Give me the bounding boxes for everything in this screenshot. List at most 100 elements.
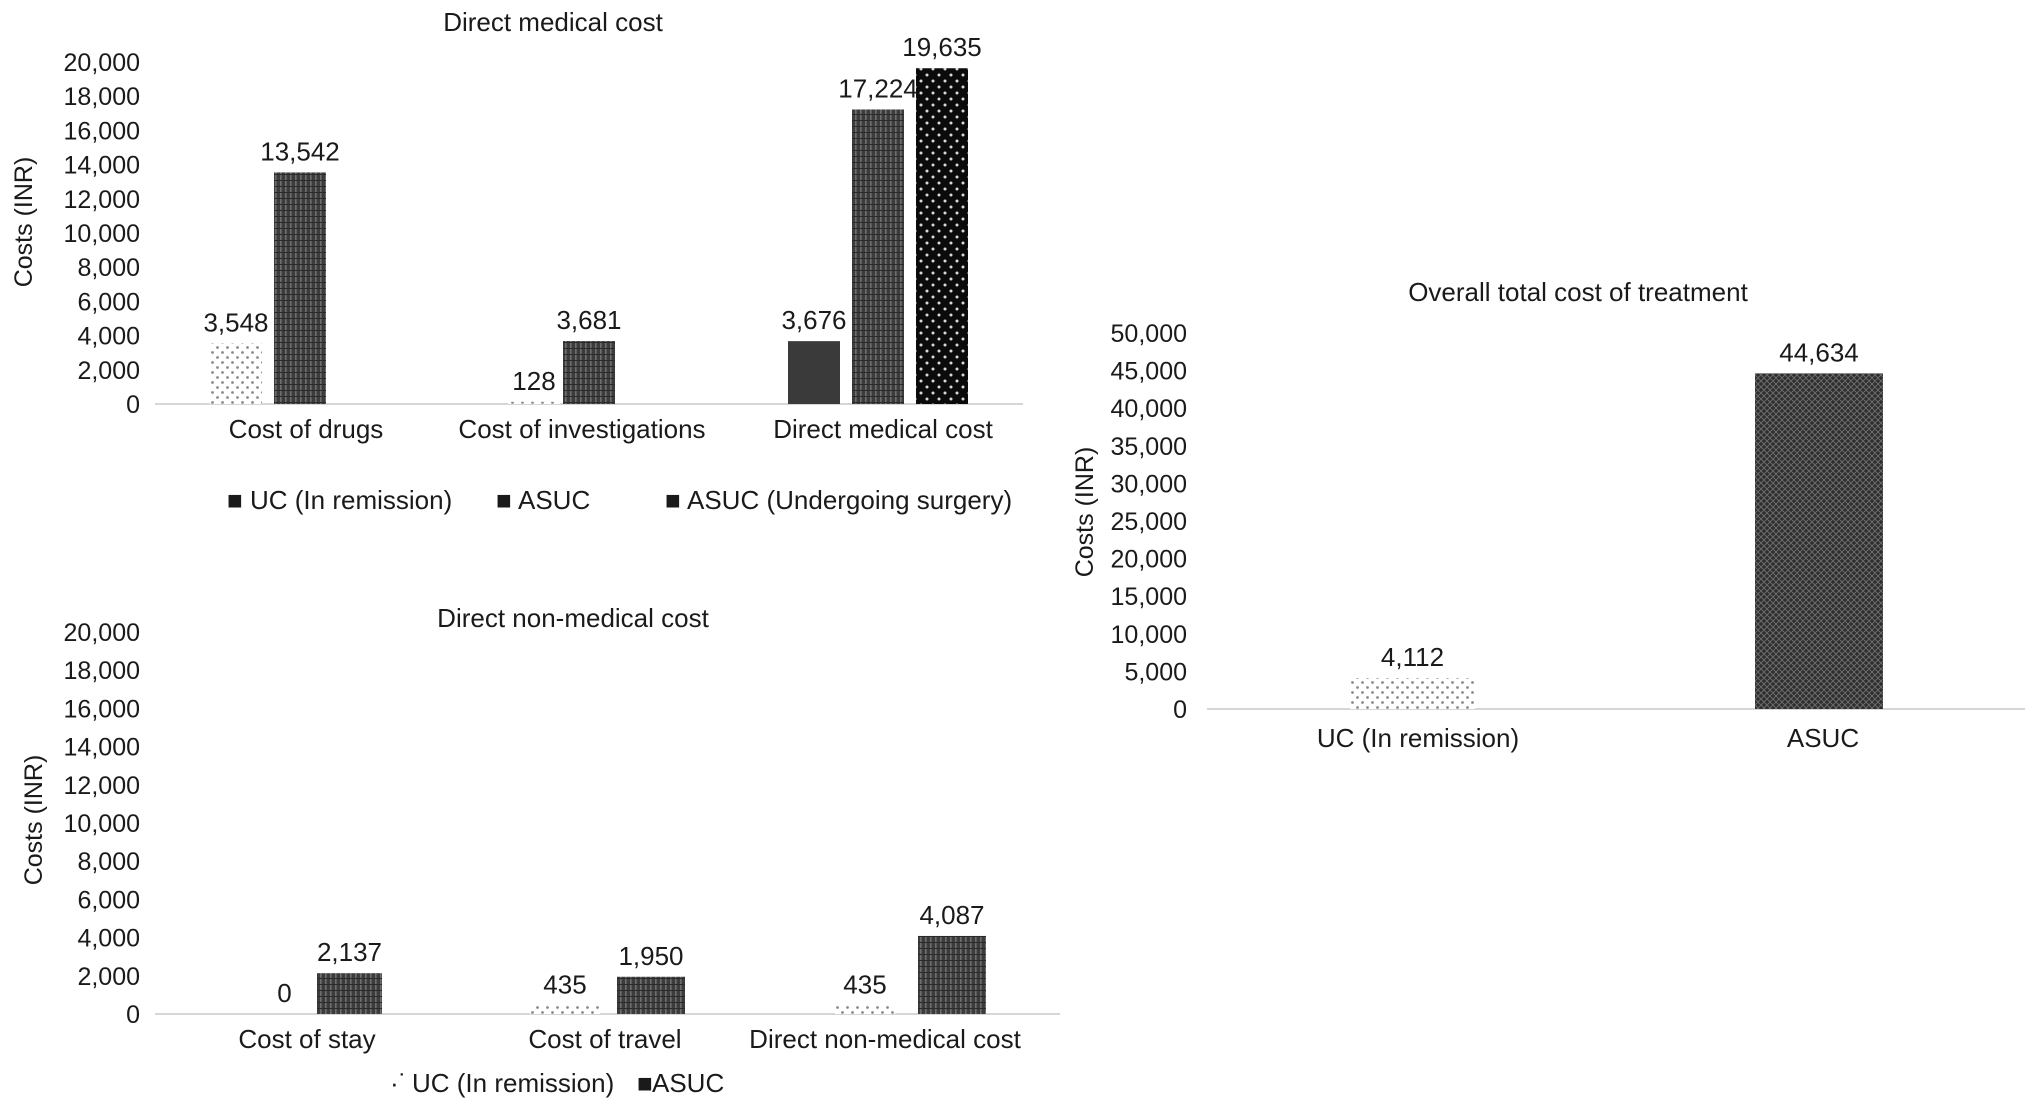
chart-title: Direct medical cost <box>443 7 663 37</box>
y-tick-label: 14,000 <box>64 734 140 762</box>
bar <box>1755 373 1883 709</box>
y-tick-label: 2,000 <box>77 357 140 385</box>
y-tick-label: 4,000 <box>77 323 140 351</box>
y-tick-label: 15,000 <box>1111 583 1187 611</box>
category-label: Cost of stay <box>238 1024 375 1054</box>
y-tick-label: 16,000 <box>64 117 140 145</box>
chart-title: Direct non-medical cost <box>437 603 709 633</box>
y-tick-labels: 0 5,000 10,000 15,000 20,000 25,000 30,000 35,0… <box>1111 320 1187 724</box>
bar <box>852 109 904 404</box>
bars <box>317 935 986 1014</box>
data-labels: 3,548 13,542 128 3,681 3,676 17,224 19,635 <box>203 32 981 396</box>
bar <box>210 343 262 404</box>
legend: ·˙ UC (In remission) ■ ASUC <box>390 1068 724 1098</box>
legend-marker: ■ <box>227 485 243 515</box>
y-axis-title: Costs (INR) <box>10 157 38 288</box>
chart-overall-total-cost: Overall total cost of treatment Costs (I… <box>1071 277 2025 753</box>
y-tick-label: 10,000 <box>64 810 140 838</box>
y-tick-label: 14,000 <box>64 152 140 180</box>
bar <box>916 68 968 404</box>
y-tick-label: 18,000 <box>64 657 140 685</box>
category-label: Cost of drugs <box>229 414 384 444</box>
y-tick-label: 45,000 <box>1111 358 1187 386</box>
y-tick-label: 30,000 <box>1111 470 1187 498</box>
data-label: 3,676 <box>781 305 846 335</box>
y-tick-label: 6,000 <box>77 886 140 914</box>
bars <box>1350 373 1883 709</box>
y-tick-label: 20,000 <box>64 619 140 647</box>
y-tick-labels: 0 2,000 4,000 6,000 8,000 10,000 12,000 14,000 1… <box>64 619 140 1029</box>
bar <box>617 976 685 1014</box>
y-tick-labels: 0 2,000 4,000 6,000 8,000 10,000 12,000 14,000 1… <box>64 49 140 419</box>
y-tick-label: 18,000 <box>64 83 140 111</box>
data-label: 128 <box>512 366 555 396</box>
data-label: 435 <box>843 970 886 1000</box>
data-label: 17,224 <box>838 73 918 103</box>
y-tick-label: 20,000 <box>1111 546 1187 574</box>
y-tick-label: 2,000 <box>77 963 140 991</box>
bars <box>210 68 968 404</box>
data-label: 3,548 <box>203 307 268 337</box>
data-label: 13,542 <box>260 136 340 166</box>
y-tick-label: 12,000 <box>64 186 140 214</box>
y-tick-label: 12,000 <box>64 772 140 800</box>
chart-direct-non-medical-cost: Direct non-medical cost Costs (INR) 0 2,0… <box>20 603 1060 1098</box>
data-label: 4,112 <box>1381 642 1444 672</box>
category-label: Direct non-medical cost <box>749 1024 1021 1054</box>
data-label: 4,087 <box>919 900 984 930</box>
bar <box>918 935 986 1014</box>
data-label: 19,635 <box>902 32 982 62</box>
legend-marker: ■ <box>665 485 681 515</box>
legend-marker: ■ <box>637 1068 653 1098</box>
data-label: 1,950 <box>618 941 683 971</box>
legend: ■ UC (In remission) ■ ASUC ■ ASUC (Under… <box>227 485 1012 515</box>
y-tick-label: 10,000 <box>64 220 140 248</box>
bar <box>1350 678 1475 709</box>
category-labels: Cost of drugs Cost of investigations Direc… <box>229 414 994 444</box>
category-label: Cost of travel <box>528 1024 681 1054</box>
chart-title: Overall total cost of treatment <box>1408 277 1748 307</box>
category-label: Cost of investigations <box>458 414 705 444</box>
y-tick-label: 4,000 <box>77 925 140 953</box>
y-tick-label: 50,000 <box>1111 320 1187 348</box>
y-tick-label: 0 <box>126 391 140 419</box>
data-label: 3,681 <box>556 305 621 335</box>
y-tick-label: 16,000 <box>64 695 140 723</box>
chart-direct-medical-cost: Direct medical cost Costs (INR) 0 2,000 4,… <box>10 7 1023 515</box>
y-tick-label: 8,000 <box>77 848 140 876</box>
y-tick-label: 0 <box>1173 696 1187 724</box>
y-tick-label: 6,000 <box>77 288 140 316</box>
y-tick-label: 35,000 <box>1111 433 1187 461</box>
bar <box>508 401 560 404</box>
y-tick-label: 5,000 <box>1124 658 1187 686</box>
bar <box>530 1005 600 1014</box>
y-tick-label: 0 <box>126 1001 140 1029</box>
legend-marker: ·˙ <box>390 1068 407 1098</box>
data-label: 435 <box>543 970 586 1000</box>
y-tick-label: 8,000 <box>77 254 140 282</box>
bar <box>788 341 840 404</box>
legend-entry-asuc-surgery: ASUC (Undergoing surgery) <box>687 485 1012 515</box>
y-tick-label: 20,000 <box>64 49 140 77</box>
category-labels: Cost of stay Cost of travel Direct non-med… <box>238 1024 1021 1054</box>
bar <box>317 973 382 1014</box>
category-labels: UC (In remission) ASUC <box>1317 723 1859 753</box>
y-tick-label: 25,000 <box>1111 508 1187 536</box>
legend-entry-uc: UC (In remission) <box>412 1068 614 1098</box>
legend-entry-asuc: ASUC <box>652 1068 724 1098</box>
data-label: 2,137 <box>317 937 382 967</box>
bar <box>274 172 326 404</box>
category-label: Direct medical cost <box>773 414 993 444</box>
y-axis-title: Costs (INR) <box>20 755 48 886</box>
bar <box>563 341 615 404</box>
legend-entry-asuc: ASUC <box>518 485 590 515</box>
legend-marker: ■ <box>496 485 512 515</box>
data-labels: 4,112 44,634 <box>1381 337 1859 672</box>
legend-entry-uc: UC (In remission) <box>250 485 452 515</box>
y-tick-label: 10,000 <box>1111 621 1187 649</box>
data-labels: 0 2,137 435 1,950 435 4,087 <box>277 900 984 1008</box>
category-label: ASUC <box>1787 723 1859 753</box>
data-label: 0 <box>277 978 291 1008</box>
y-axis-title: Costs (INR) <box>1071 447 1099 578</box>
